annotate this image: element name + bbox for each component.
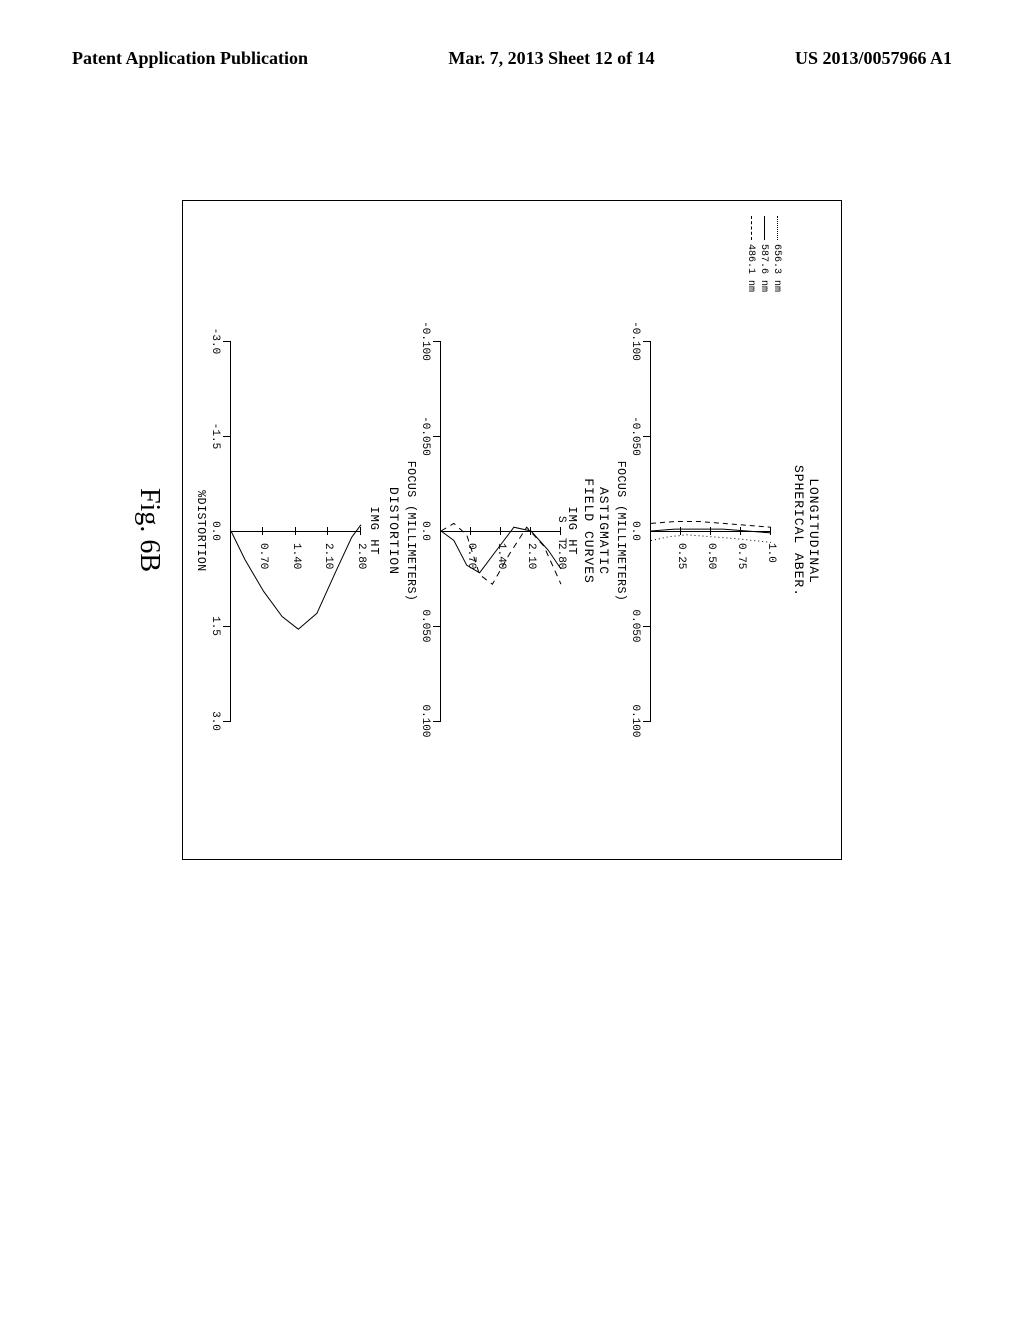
x-tick (433, 341, 441, 342)
y-tick-label: 0.70 (465, 543, 477, 569)
y-tick (295, 527, 296, 535)
x-tick-label: 3.0 (209, 711, 221, 731)
legend-item: 656.3 nm (770, 216, 783, 292)
x-tick-label: -0.100 (419, 321, 431, 361)
x-tick-label: 0.100 (419, 704, 431, 737)
y-tick (263, 527, 264, 535)
x-tick-label: 0.0 (209, 521, 221, 541)
x-tick-label: -1.5 (209, 423, 221, 449)
x-tick-label: 0.050 (419, 609, 431, 642)
x-tick (643, 721, 651, 722)
y-tick-label: 0.70 (258, 543, 270, 569)
legend-label: 656.3 nm (771, 244, 782, 292)
x-tick-label: -0.050 (629, 416, 641, 456)
line-solid-swatch (764, 216, 765, 240)
figure-frame: LONGITUDINAL SPHERICAL ABER. 656.3 nm 58… (182, 200, 842, 860)
x-axis-label: FOCUS (MILLIMETERS) (404, 261, 417, 801)
y-tick (740, 527, 741, 535)
x-tick (433, 626, 441, 627)
y-tick-label: 0.75 (735, 543, 747, 569)
figure-caption: Fig. 6B (133, 201, 165, 859)
chart-title: DISTORTION (386, 261, 401, 801)
y-tick-label: 0.25 (675, 543, 687, 569)
chart-subtitle: IMG HT (565, 261, 579, 801)
x-tick-label: -0.050 (419, 416, 431, 456)
x-tick (643, 436, 651, 437)
y-tick-label: 2.10 (323, 543, 335, 569)
y-tick (710, 527, 711, 535)
s-label: S (555, 516, 567, 523)
chart-title: ASTIGMATIC FIELD CURVES (581, 261, 611, 801)
y-tick-label: 2.80 (555, 543, 567, 569)
x-tick (643, 626, 651, 627)
chart-subtitle: IMG HT (367, 261, 381, 801)
y-tick-label: 0.50 (705, 543, 717, 569)
header-right: US 2013/0057966 A1 (795, 48, 952, 69)
x-tick (223, 341, 231, 342)
y-tick (770, 527, 771, 535)
x-tick (223, 626, 231, 627)
y-tick (328, 527, 329, 535)
x-tick (223, 436, 231, 437)
y-tick (360, 527, 361, 535)
page-header: Patent Application Publication Mar. 7, 2… (72, 48, 952, 69)
x-tick (433, 721, 441, 722)
y-axis (441, 531, 561, 532)
x-tick (643, 341, 651, 342)
distortion-curve (231, 525, 361, 630)
legend-label: 486.1 nm (745, 244, 756, 292)
y-tick-label: 2.10 (525, 543, 537, 569)
x-tick-label: 0.050 (629, 609, 641, 642)
y-tick (560, 527, 561, 535)
distortion-chart: DISTORTION IMG HT -3.0 -1.5 0.0 1.5 3.0 … (201, 261, 401, 801)
y-tick-label: 2.80 (355, 543, 367, 569)
y-tick-label: 1.40 (495, 543, 507, 569)
y-axis (651, 531, 771, 532)
x-tick-label: -0.100 (629, 321, 641, 361)
x-tick-label: 0.0 (419, 521, 431, 541)
x-tick-label: 0.100 (629, 704, 641, 737)
curve-486nm (651, 522, 771, 528)
y-axis (231, 531, 361, 532)
y-tick (530, 527, 531, 535)
y-tick-label: 1.40 (290, 543, 302, 569)
y-tick-label: 1.0 (765, 543, 777, 563)
curve-656nm (651, 535, 771, 543)
x-axis-label: FOCUS (MILLIMETERS) (614, 261, 627, 801)
header-left: Patent Application Publication (72, 48, 308, 69)
x-tick-label: -3.0 (209, 328, 221, 354)
legend-item: 587.6 nm (757, 216, 770, 292)
x-axis-label: %DISTORTION (194, 261, 207, 801)
header-center: Mar. 7, 2013 Sheet 12 of 14 (448, 48, 654, 69)
line-dashed-swatch (751, 216, 752, 240)
y-tick (470, 527, 471, 535)
wavelength-legend: 656.3 nm 587.6 nm 486.1 nm (744, 216, 783, 292)
x-tick-label: 1.5 (209, 616, 221, 636)
x-tick (223, 721, 231, 722)
legend-label: 587.6 nm (758, 244, 769, 292)
chart-title: LONGITUDINAL SPHERICAL ABER. (791, 261, 821, 801)
astigmatic-field-curves-chart: ASTIGMATIC FIELD CURVES IMG HT S T -0.10… (411, 261, 611, 801)
x-tick (433, 436, 441, 437)
y-tick (500, 527, 501, 535)
x-tick-label: 0.0 (629, 521, 641, 541)
line-dotted-swatch (777, 216, 778, 240)
y-tick (680, 527, 681, 535)
legend-item: 486.1 nm (744, 216, 757, 292)
spherical-aberration-chart: LONGITUDINAL SPHERICAL ABER. 656.3 nm 58… (621, 261, 821, 801)
